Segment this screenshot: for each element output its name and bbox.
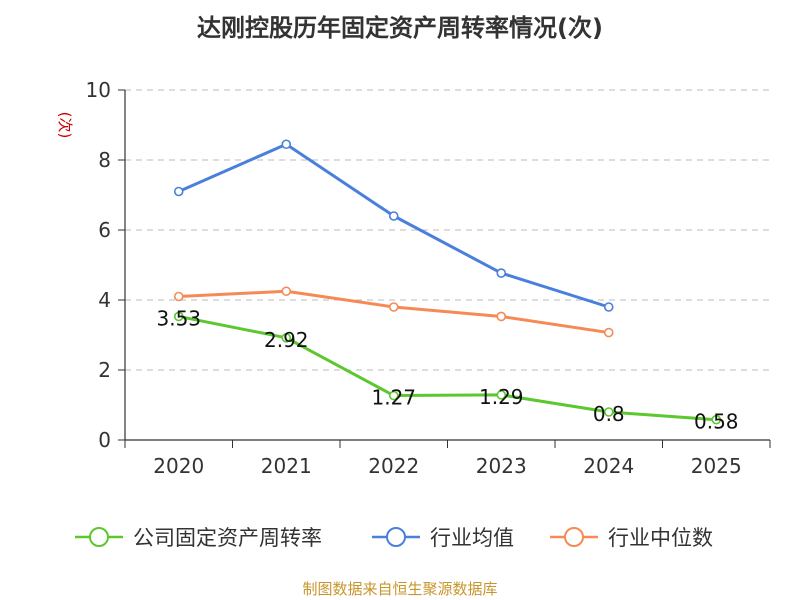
legend-marker (89, 527, 109, 547)
x-tick-label-2023: 2023 (476, 454, 527, 478)
data-point (388, 302, 399, 312)
data-point (281, 286, 292, 297)
y-tick-label: 6 (98, 218, 111, 242)
data-point (496, 268, 507, 278)
data-point (603, 302, 614, 312)
data-point (603, 407, 614, 417)
data-point (173, 291, 184, 302)
data-point (281, 332, 292, 343)
legend-marker (386, 527, 406, 547)
data-label: 2.92 (264, 328, 309, 352)
data-point (173, 311, 184, 322)
legend-item-2[interactable]: 行业中位数 (550, 526, 713, 550)
series-2 (173, 286, 614, 338)
data-point (281, 139, 292, 150)
x-tick-label-2025: 2025 (691, 454, 742, 478)
data-labels: 3.53 2.92 1.27 1.29 0.8 0.58 (156, 306, 738, 433)
data-point (388, 390, 399, 401)
legend-label: 公司固定资产周转率 (133, 526, 322, 550)
series-1 (173, 139, 614, 312)
data-label: 0.58 (694, 410, 739, 434)
series-line (178, 289, 609, 335)
series-line (178, 142, 610, 309)
series-line (178, 314, 717, 422)
y-tick-label: 4 (98, 288, 111, 312)
x-tick-label-2024: 2024 (583, 454, 634, 478)
data-point (496, 311, 507, 322)
x-tick-label-2020: 2020 (153, 454, 204, 478)
chart-title: 达刚控股历年固定资产周转率情况(次) (197, 14, 603, 42)
series-0 (173, 311, 722, 425)
data-point (388, 211, 399, 221)
x-tick-label-2021: 2021 (261, 454, 312, 478)
data-point (173, 186, 184, 197)
axes: 0 2 4 6 8 10 2020 2021 2022 2023 2024 2025 (86, 78, 771, 478)
source-note: 制图数据来自恒生聚源数据库 (302, 580, 498, 598)
data-point (496, 390, 507, 400)
data-point (603, 327, 614, 338)
y-tick-label: 8 (98, 148, 111, 172)
series (173, 139, 722, 425)
legend-label: 行业均值 (430, 526, 514, 550)
grid-lines (125, 89, 770, 371)
legend-marker (564, 527, 584, 547)
legend: 公司固定资产周转率 行业均值 行业中位数 (75, 526, 713, 550)
y-axis-label: (次) (56, 112, 74, 139)
legend-item-1[interactable]: 行业均值 (372, 526, 514, 550)
y-tick-label: 2 (98, 358, 111, 382)
data-label: 3.53 (156, 306, 201, 330)
data-label: 0.8 (593, 402, 625, 426)
legend-label: 行业中位数 (608, 526, 713, 550)
y-tick-label: 0 (98, 428, 111, 452)
data-point (711, 414, 722, 425)
y-tick-label: 10 (86, 78, 111, 102)
data-label: 1.29 (479, 385, 524, 409)
x-tick-label-2022: 2022 (368, 454, 419, 478)
data-label: 1.27 (371, 386, 416, 410)
legend-item-0[interactable]: 公司固定资产周转率 (75, 526, 322, 550)
